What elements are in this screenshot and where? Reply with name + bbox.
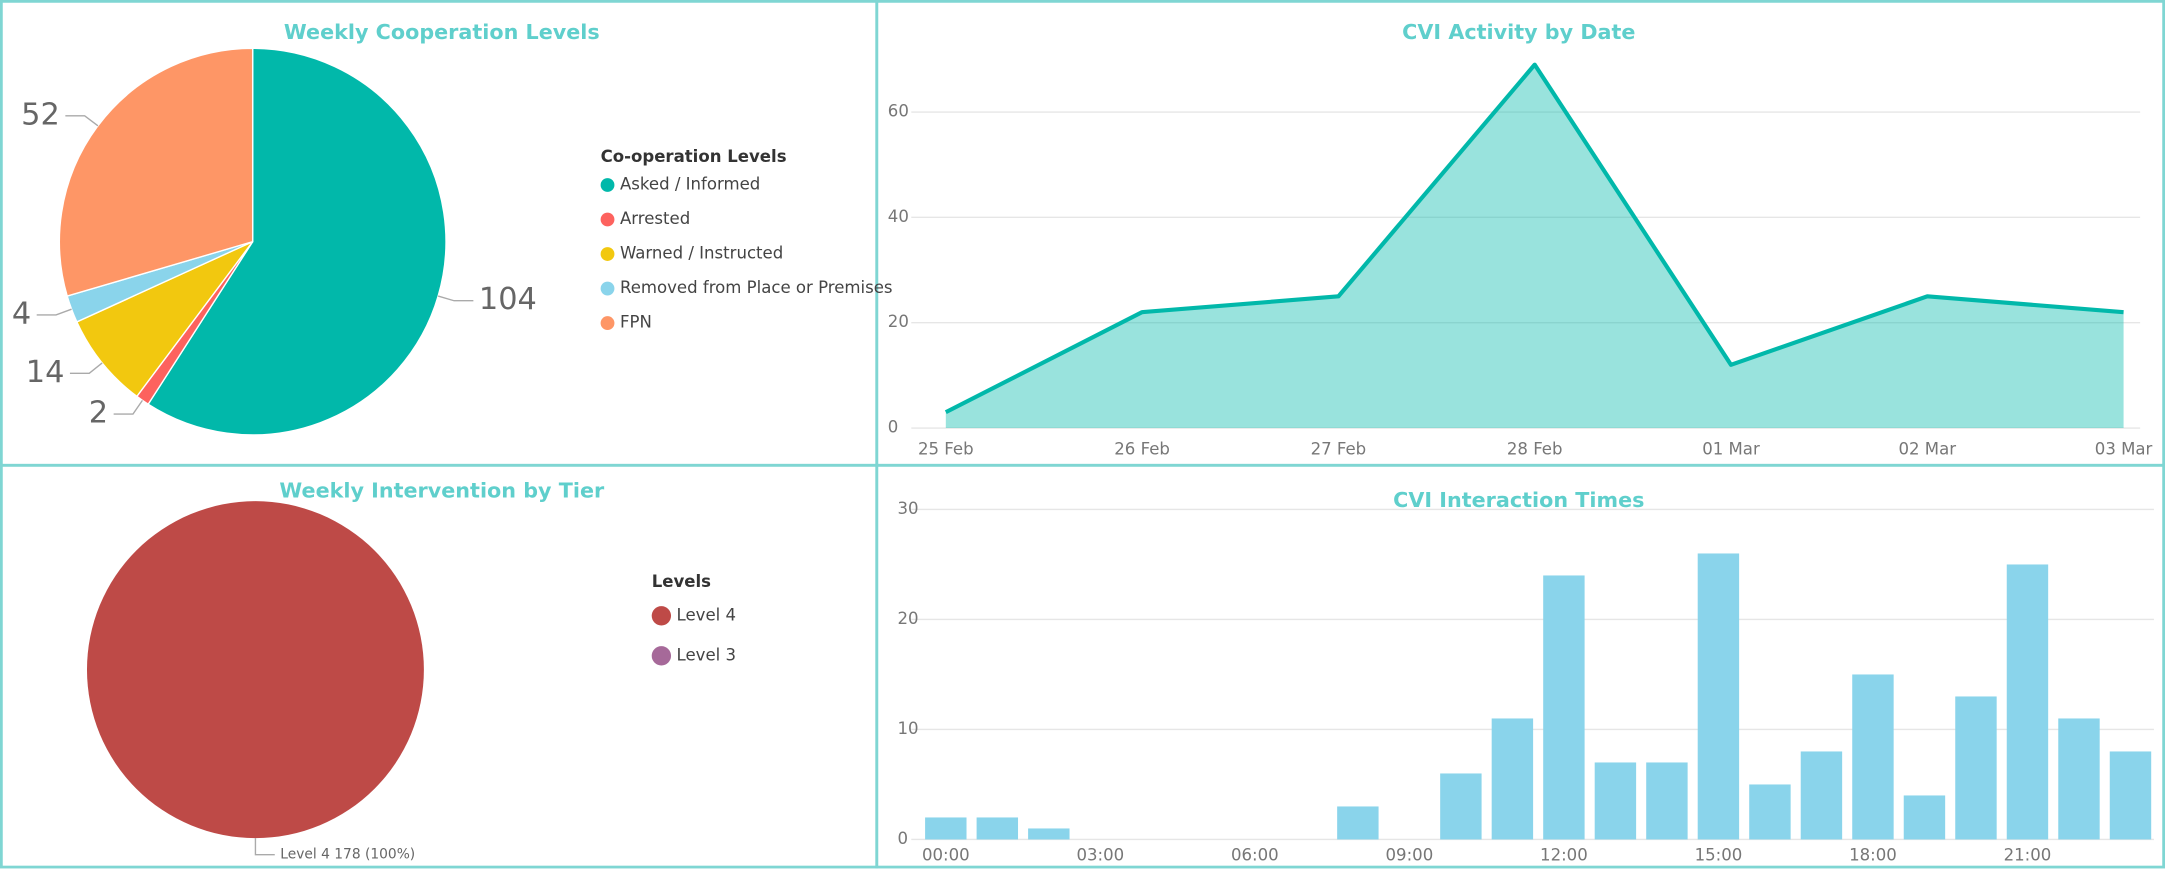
bar	[1337, 806, 1379, 840]
y-tick-label: 40	[888, 207, 909, 226]
bar	[925, 817, 967, 840]
y-tick-label: 10	[897, 719, 918, 738]
bar	[1491, 718, 1534, 840]
x-tick-label: 06:00	[1231, 846, 1279, 865]
y-tick-label: 20	[888, 312, 909, 331]
x-tick-label: 03 Mar	[2095, 440, 2153, 459]
data-label: 52	[21, 97, 60, 132]
x-tick-label: 01 Mar	[1702, 440, 1760, 459]
x-tick-label: 28 Feb	[1507, 440, 1563, 459]
x-tick-label: 12:00	[1540, 846, 1588, 865]
legend-marker	[600, 178, 615, 192]
bar	[1749, 784, 1791, 840]
bar	[1028, 828, 1070, 840]
leader-line	[254, 838, 275, 856]
x-tick-label: 26 Feb	[1114, 440, 1170, 459]
bar	[1852, 674, 1894, 840]
data-label: 4	[12, 296, 31, 331]
area-line	[944, 62, 2124, 415]
bar	[1543, 575, 1585, 840]
legend-label: Removed from Place or Premises	[620, 278, 893, 297]
chart-title: CVI Interaction Times	[1393, 488, 1644, 512]
y-tick-label: 0	[888, 418, 899, 437]
y-tick-label: 20	[897, 609, 918, 628]
y-tick-label: 0	[897, 829, 908, 848]
data-label: Level 4 178 (100%)	[280, 847, 415, 863]
chart-title: Weekly Intervention by Tier	[279, 479, 605, 503]
legend-marker	[600, 281, 615, 296]
leader-line	[36, 308, 72, 316]
bar	[1440, 773, 1482, 840]
leader-line	[437, 295, 474, 302]
legend-label: FPN	[620, 313, 652, 332]
bar	[2006, 564, 2049, 840]
bar	[2109, 751, 2152, 840]
legend-label: Warned / Instructed	[620, 244, 783, 263]
legend-label: Level 4	[677, 605, 736, 624]
legend-title: Levels	[652, 572, 711, 591]
bar	[1800, 751, 1843, 840]
bar	[1955, 696, 1997, 840]
pie-slice	[58, 47, 254, 297]
pie-slice	[75, 240, 254, 398]
y-tick-label: 30	[897, 499, 918, 518]
x-tick-label: 02 Mar	[1899, 440, 1957, 459]
x-tick-label: 03:00	[1076, 846, 1124, 865]
panel-border	[875, 463, 2165, 869]
legend-label: Asked / Informed	[620, 175, 760, 194]
legend-title: Co-operation Levels	[601, 147, 787, 166]
leader-line	[65, 115, 99, 127]
bar	[2058, 718, 2100, 840]
area-fill	[945, 64, 2124, 429]
legend-marker	[651, 646, 672, 666]
bar	[1697, 553, 1740, 840]
x-tick-label: 18:00	[1849, 846, 1897, 865]
x-tick-label: 09:00	[1386, 846, 1434, 865]
chart-title: CVI Activity by Date	[1402, 20, 1635, 44]
x-tick-label: 15:00	[1695, 846, 1743, 865]
bar	[976, 817, 1019, 840]
data-label: 14	[26, 355, 65, 390]
bar	[1594, 762, 1637, 840]
legend-label: Level 3	[677, 645, 736, 664]
x-tick-label: 25 Feb	[918, 440, 974, 459]
legend-marker	[600, 316, 615, 330]
legend-label: Arrested	[620, 209, 690, 228]
leader-line	[113, 400, 143, 415]
x-tick-label: 27 Feb	[1311, 440, 1367, 459]
legend-marker	[651, 606, 672, 626]
x-tick-label: 00:00	[922, 846, 970, 865]
x-tick-label: 21:00	[2004, 846, 2052, 865]
leader-line	[69, 362, 103, 374]
data-label: 104	[479, 282, 537, 317]
legend-marker	[600, 247, 615, 261]
bar	[1646, 762, 1688, 840]
data-label: 2	[89, 396, 108, 431]
pie-slice	[86, 501, 424, 839]
y-tick-label: 60	[888, 102, 909, 121]
legend-marker	[600, 212, 615, 227]
bar	[1903, 795, 1946, 840]
chart-title: Weekly Cooperation Levels	[284, 20, 600, 44]
